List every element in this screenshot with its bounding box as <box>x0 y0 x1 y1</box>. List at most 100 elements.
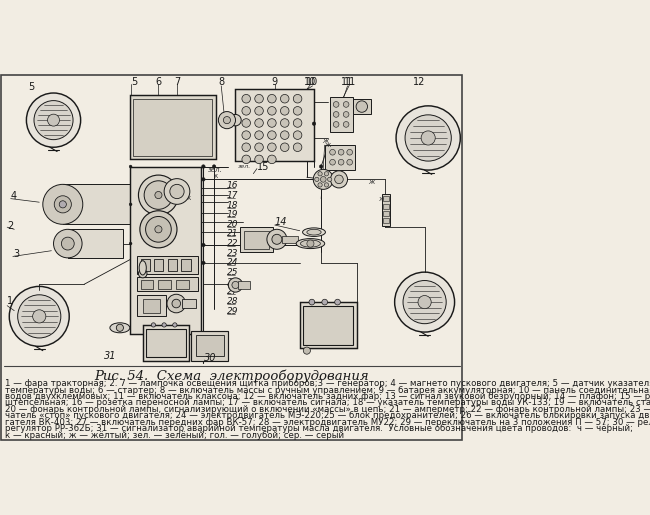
Text: 30: 30 <box>157 353 169 363</box>
Circle shape <box>155 192 162 199</box>
Circle shape <box>242 118 250 127</box>
Text: 30: 30 <box>203 353 216 363</box>
Circle shape <box>54 196 72 213</box>
Circle shape <box>330 159 335 165</box>
Circle shape <box>320 177 326 182</box>
Circle shape <box>202 243 205 247</box>
Circle shape <box>255 94 263 103</box>
Bar <box>68 229 124 258</box>
Bar <box>235 90 314 161</box>
Bar <box>130 166 202 334</box>
Bar <box>140 280 153 288</box>
Circle shape <box>140 211 177 248</box>
Circle shape <box>328 177 332 181</box>
Circle shape <box>307 240 314 247</box>
Circle shape <box>396 106 460 170</box>
Circle shape <box>61 237 74 250</box>
Circle shape <box>167 294 185 313</box>
Text: 24: 24 <box>227 259 239 267</box>
Text: 10: 10 <box>304 77 317 88</box>
Text: к: к <box>183 191 188 197</box>
Circle shape <box>151 323 155 327</box>
Text: Рис. 54.  Схема  электрооборудования: Рис. 54. Схема электрооборудования <box>95 370 369 383</box>
Circle shape <box>333 112 339 117</box>
Bar <box>143 325 189 360</box>
Circle shape <box>255 155 263 164</box>
Circle shape <box>138 175 178 215</box>
Circle shape <box>146 216 171 242</box>
Bar <box>384 211 389 216</box>
Circle shape <box>343 122 349 127</box>
Text: 23: 23 <box>227 249 239 258</box>
Circle shape <box>272 234 282 244</box>
Circle shape <box>343 112 349 117</box>
Bar <box>196 335 224 356</box>
Bar <box>382 194 391 226</box>
Circle shape <box>338 159 344 165</box>
Bar <box>384 197 389 201</box>
Circle shape <box>338 149 344 155</box>
Bar <box>353 99 371 114</box>
Ellipse shape <box>303 228 326 236</box>
Text: 12: 12 <box>413 77 425 88</box>
Circle shape <box>202 178 205 181</box>
Text: 28: 28 <box>227 297 239 306</box>
Circle shape <box>280 131 289 140</box>
Circle shape <box>202 165 205 168</box>
Text: 17: 17 <box>227 191 239 200</box>
Text: ж: ж <box>322 138 328 144</box>
Text: регулятор РР-362Б; 31 — сигнализатор аварийной температуры масла двигателя.  Усл: регулятор РР-362Б; 31 — сигнализатор ава… <box>5 424 633 433</box>
Circle shape <box>293 143 302 151</box>
Bar <box>154 259 163 271</box>
Text: 9: 9 <box>272 77 278 88</box>
Text: чатель «стоп» пускового двигателя; 24 — электродвигатель МЭ-220;25 — блок предох: чатель «стоп» пускового двигателя; 24 — … <box>5 411 650 420</box>
Bar <box>182 299 196 308</box>
Circle shape <box>242 143 250 151</box>
Circle shape <box>319 165 323 168</box>
Circle shape <box>59 201 66 208</box>
Bar <box>240 227 272 252</box>
Circle shape <box>224 116 231 124</box>
Circle shape <box>330 171 348 188</box>
Circle shape <box>255 131 263 140</box>
Text: 13: 13 <box>261 231 273 242</box>
Circle shape <box>293 118 302 127</box>
Circle shape <box>34 100 73 140</box>
Text: 1: 1 <box>7 296 13 306</box>
Circle shape <box>218 112 235 129</box>
Text: 26: 26 <box>227 278 239 287</box>
Circle shape <box>172 299 181 308</box>
Circle shape <box>293 94 302 103</box>
Text: температуры воды; 6 — стартер; 8 — включатель массы с ручным управлением; 9 — ба: температуры воды; 6 — стартер; 8 — включ… <box>5 386 650 394</box>
Bar <box>384 203 389 209</box>
Bar <box>300 302 357 349</box>
Text: 21: 21 <box>227 230 239 238</box>
Text: 20: 20 <box>227 220 239 229</box>
Text: 25: 25 <box>227 268 239 277</box>
Bar <box>325 145 355 170</box>
Circle shape <box>242 107 250 115</box>
Circle shape <box>315 177 319 181</box>
Bar <box>304 306 353 345</box>
Circle shape <box>268 143 276 151</box>
Bar <box>181 259 190 271</box>
Ellipse shape <box>139 261 146 275</box>
Circle shape <box>403 281 446 324</box>
Circle shape <box>318 171 322 176</box>
Bar <box>282 236 298 243</box>
Circle shape <box>9 286 69 347</box>
Text: ж: ж <box>325 142 332 148</box>
Circle shape <box>333 101 339 107</box>
Bar <box>137 256 198 273</box>
Bar <box>384 218 389 223</box>
Text: 20 — фонарь контрольной лампы, сигнализирующий о включении «массы» в цепь; 21 — : 20 — фонарь контрольной лампы, сигнализи… <box>5 405 650 414</box>
Ellipse shape <box>296 238 325 249</box>
Text: 31: 31 <box>105 351 117 360</box>
Text: 27: 27 <box>227 287 239 296</box>
Circle shape <box>324 183 329 187</box>
Circle shape <box>343 101 349 107</box>
Bar <box>159 280 171 288</box>
Circle shape <box>43 184 83 225</box>
Text: 7: 7 <box>174 77 180 88</box>
Circle shape <box>312 122 316 126</box>
